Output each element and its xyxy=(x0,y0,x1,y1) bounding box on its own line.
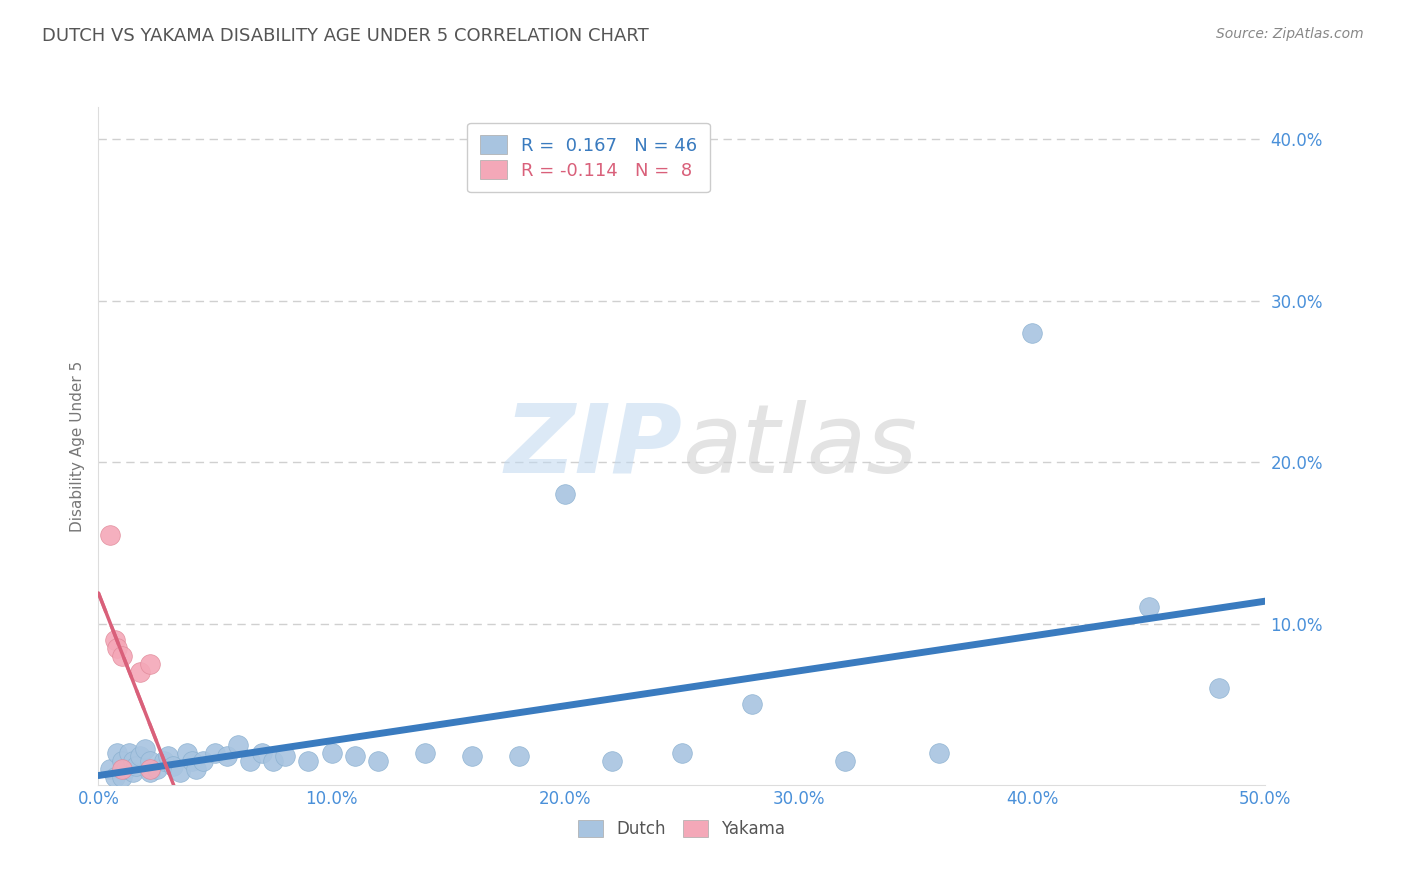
Text: DUTCH VS YAKAMA DISABILITY AGE UNDER 5 CORRELATION CHART: DUTCH VS YAKAMA DISABILITY AGE UNDER 5 C… xyxy=(42,27,650,45)
Point xyxy=(134,742,156,756)
Point xyxy=(105,746,128,760)
Point xyxy=(162,758,184,772)
Point xyxy=(554,487,576,501)
Point xyxy=(741,698,763,712)
Point xyxy=(239,754,262,768)
Point xyxy=(139,762,162,776)
Point xyxy=(344,748,367,763)
Point xyxy=(125,758,148,772)
Point xyxy=(115,762,138,776)
Point xyxy=(111,762,134,776)
Point xyxy=(1137,600,1160,615)
Point xyxy=(461,748,484,763)
Point xyxy=(111,754,134,768)
Text: ZIP: ZIP xyxy=(503,400,682,492)
Point xyxy=(111,770,134,784)
Point xyxy=(169,765,191,780)
Y-axis label: Disability Age Under 5: Disability Age Under 5 xyxy=(69,360,84,532)
Point xyxy=(152,754,174,768)
Text: Source: ZipAtlas.com: Source: ZipAtlas.com xyxy=(1216,27,1364,41)
Point xyxy=(146,762,169,776)
Point xyxy=(122,754,145,768)
Point xyxy=(104,632,127,647)
Point xyxy=(104,770,127,784)
Point xyxy=(193,754,215,768)
Text: atlas: atlas xyxy=(682,400,917,492)
Point xyxy=(297,754,319,768)
Point xyxy=(274,748,297,763)
Point xyxy=(413,746,436,760)
Point xyxy=(834,754,856,768)
Point xyxy=(186,762,208,776)
Point xyxy=(111,648,134,663)
Point xyxy=(250,746,273,760)
Point xyxy=(508,748,530,763)
Point xyxy=(98,528,121,542)
Point xyxy=(98,762,121,776)
Point xyxy=(122,765,145,780)
Point xyxy=(105,640,128,655)
Point xyxy=(671,746,693,760)
Legend: Dutch, Yakama: Dutch, Yakama xyxy=(572,813,792,845)
Point xyxy=(118,746,141,760)
Point xyxy=(321,746,343,760)
Point xyxy=(180,754,202,768)
Point xyxy=(367,754,389,768)
Point xyxy=(139,765,162,780)
Point xyxy=(139,657,162,671)
Point xyxy=(157,748,180,763)
Point xyxy=(262,754,284,768)
Point xyxy=(215,748,238,763)
Point xyxy=(228,738,250,752)
Point xyxy=(176,746,198,760)
Point xyxy=(204,746,226,760)
Point xyxy=(129,665,152,679)
Point xyxy=(928,746,950,760)
Point xyxy=(139,754,162,768)
Point xyxy=(129,748,152,763)
Point xyxy=(1208,681,1230,695)
Point xyxy=(600,754,623,768)
Point xyxy=(1021,326,1043,340)
